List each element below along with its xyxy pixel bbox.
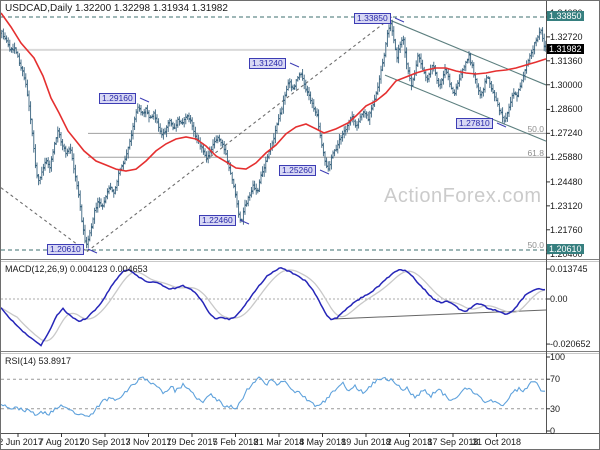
price-axis-label: 1.23120 — [550, 200, 583, 211]
price-tag-tail — [239, 219, 250, 225]
date-axis-label: 19 Jun 2018 — [341, 437, 391, 447]
price-tag-tail — [139, 97, 150, 103]
watermark: ActionForex.com — [384, 185, 542, 207]
date-axis-label: 3 Nov 2017 — [125, 437, 172, 447]
down-dashed-trendline — [1, 187, 88, 253]
price-axis-label: 1.30000 — [550, 79, 583, 90]
moving-average-line — [1, 12, 547, 172]
symbol-title: USDCAD,Daily 1.32200 1.32298 1.31934 1.3… — [5, 3, 228, 14]
fib-level-label: 50.0 — [527, 240, 544, 250]
price-axis-label: 1.21760 — [550, 224, 583, 235]
price-level-tag[interactable]: 1.25260 — [279, 165, 316, 176]
date-axis-label: 21 Mar 2018 — [253, 437, 305, 447]
date-axis-label: 5 Feb 2018 — [212, 437, 259, 447]
macd-main-line — [1, 267, 546, 347]
price-tag-tail — [394, 17, 405, 23]
price-tag-tail — [319, 169, 330, 175]
price-level-tag[interactable]: 1.31240 — [249, 58, 286, 69]
rsi-axis-label: 0 — [550, 426, 556, 436]
rsi-line — [1, 376, 545, 418]
price-axis-label: 1.31360 — [550, 55, 583, 66]
date-axis-label: 7 Aug 2017 — [38, 437, 85, 447]
price-level-axis-tag: 1.33850 — [547, 11, 584, 21]
date-axis-label: 19 Dec 2017 — [166, 437, 218, 447]
date-axis-label: 20 Sep 2017 — [79, 437, 131, 447]
price-level-axis-tag: 1.20610 — [547, 244, 584, 255]
price-axis-label: 1.25880 — [550, 152, 583, 163]
price-axis-label: 1.27240 — [550, 128, 583, 139]
macd-trendline — [332, 309, 547, 320]
current-price-axis-tag: 1.31982 — [547, 43, 584, 54]
price-tag-tail — [87, 248, 98, 254]
rsi-axis-label: 100 — [550, 352, 566, 362]
price-tag-tail — [289, 62, 300, 68]
price-axis-label: 1.32720 — [550, 31, 583, 42]
price-axis-label: 1.28600 — [550, 104, 583, 115]
price-level-tag[interactable]: 1.22460 — [199, 215, 236, 226]
date-axis-label: 31 Oct 2018 — [471, 437, 522, 447]
ohlc-bars — [1, 19, 548, 249]
price-axis-label: 1.24480 — [550, 176, 583, 187]
fib-level-label: 50.0 — [527, 124, 544, 134]
date-axis-label: 17 Sep 2018 — [427, 437, 479, 447]
channel-upper-trendline — [386, 18, 547, 86]
rsi-axis-label: 70 — [550, 374, 561, 385]
price-level-tag[interactable]: 1.20610 — [47, 244, 84, 255]
macd-axis-label: 0.00 — [550, 294, 568, 304]
price-tag-tail — [496, 122, 507, 128]
price-level-tag[interactable]: 1.33850 — [354, 13, 391, 24]
macd-axis-label: -0.020652 — [550, 339, 591, 350]
macd-signal-line — [1, 269, 546, 342]
macd-indicator-label: MACD(12,26,9) 0.004123 0.004653 — [5, 264, 148, 274]
date-axis-label: 22 Jun 2017 — [1, 437, 43, 447]
date-axis-label: 2 Aug 2018 — [386, 437, 433, 447]
price-level-tag[interactable]: 1.29160 — [99, 93, 136, 104]
price-level-tag[interactable]: 1.27810 — [456, 118, 493, 129]
rsi-axis-label: 30 — [550, 403, 561, 414]
up-dashed-trendline — [86, 16, 393, 253]
date-axis-label: 4 May 2018 — [298, 437, 347, 447]
macd-axis-label: 0.013745 — [550, 264, 588, 274]
rsi-indicator-label: RSI(14) 53.8917 — [5, 356, 72, 366]
fib-level-label: 61.8 — [527, 148, 544, 158]
